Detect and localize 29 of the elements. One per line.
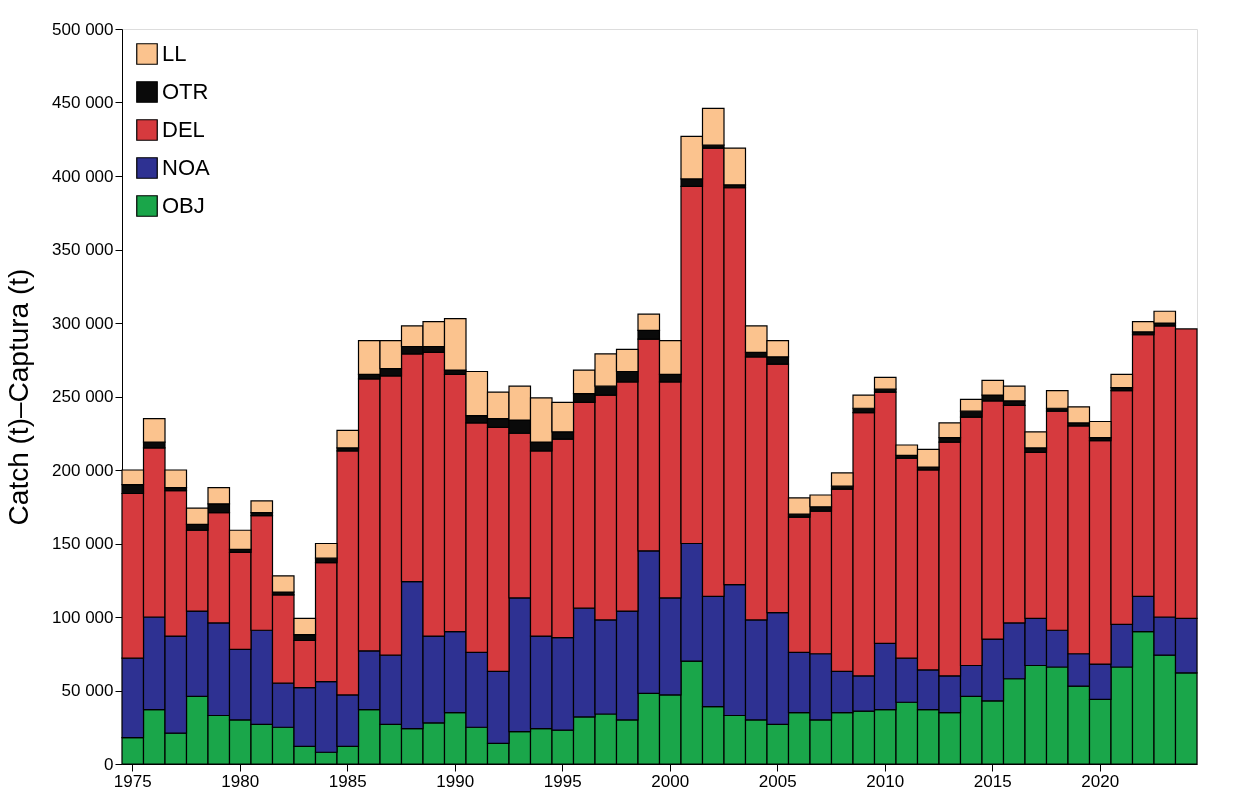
y-tick-label: 50 000 — [61, 681, 114, 700]
legend-label: OBJ — [162, 193, 205, 218]
y-tick-label: 400 000 — [52, 166, 114, 186]
y-tick-label: 150 000 — [52, 534, 114, 553]
x-tick-label: 1975 — [113, 771, 152, 791]
y-tick-label: 200 000 — [52, 460, 114, 480]
legend-label: LL — [162, 41, 187, 66]
legend-label: OTR — [162, 79, 209, 104]
x-tick-label: 1985 — [328, 771, 367, 791]
x-tick-label: 2005 — [758, 771, 797, 791]
y-tick-label: 300 000 — [52, 313, 114, 333]
y-axis-title: Catch (t)–Captura (t) — [3, 268, 35, 526]
bar — [250, 500, 274, 514]
x-tick-label: 2000 — [651, 771, 690, 791]
y-tick-label: 350 000 — [52, 240, 114, 259]
y-tick-label: 0 — [104, 754, 114, 774]
legend-label: DEL — [162, 117, 205, 142]
y-tick-label: 500 000 — [52, 19, 114, 39]
x-tick-label: 2020 — [1081, 771, 1120, 791]
bar — [873, 376, 897, 390]
x-tick-label: 1990 — [436, 771, 475, 791]
y-tick-label: 100 000 — [52, 607, 114, 627]
y-tick-label: 250 000 — [52, 387, 114, 406]
x-tick-label: 1995 — [543, 771, 582, 791]
y-tick-label: 450 000 — [52, 93, 114, 112]
x-tick-label: 2010 — [866, 771, 905, 791]
x-tick-label: 1980 — [221, 771, 260, 791]
legend-label: NOA — [162, 155, 210, 180]
x-tick-label: 2015 — [973, 771, 1012, 791]
